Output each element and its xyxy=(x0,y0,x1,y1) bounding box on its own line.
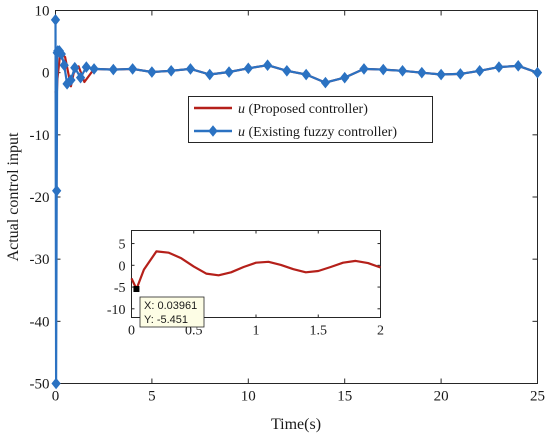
data-point-u-existing-fuzzy-controller xyxy=(166,65,176,77)
y-tick-label: -40 xyxy=(30,314,50,330)
data-point-u-existing-fuzzy-controller xyxy=(147,66,157,78)
x-tick-label: 10 xyxy=(241,389,256,405)
data-point-u-existing-fuzzy-controller xyxy=(56,48,66,60)
y-tick-label: 0 xyxy=(119,259,126,274)
x-tick-label: 1.5 xyxy=(310,324,328,339)
data-point-u-existing-fuzzy-controller xyxy=(50,14,61,26)
data-point-u-existing-fuzzy-controller xyxy=(397,65,408,77)
data-point-u-existing-fuzzy-controller xyxy=(320,76,331,89)
inset-series-group xyxy=(130,250,381,291)
data-point-u-existing-fuzzy-controller xyxy=(127,63,138,75)
data-point-u-existing-fuzzy-controller xyxy=(70,61,80,74)
data-point-u-existing-fuzzy-controller xyxy=(475,65,485,77)
data-point-u-existing-fuzzy-controller xyxy=(340,71,350,84)
y-tick-label: -20 xyxy=(30,190,50,206)
main-series-group xyxy=(50,14,543,390)
data-point-u-existing-fuzzy-controller xyxy=(282,65,292,77)
y-tick-label: 5 xyxy=(119,238,126,253)
x-tick-label: 1 xyxy=(253,324,260,339)
data-point-u-existing-fuzzy-controller xyxy=(75,71,86,84)
legend-marker-fuzzy xyxy=(208,125,218,137)
x-tick-label: 0 xyxy=(128,324,135,339)
legend-entry-proposed: u (Proposed controller) xyxy=(238,102,368,117)
y-tick-label: -50 xyxy=(30,377,50,393)
data-point-u-existing-fuzzy-controller xyxy=(417,66,427,79)
data-point-u-existing-fuzzy-controller xyxy=(224,66,234,78)
legend: u (Proposed controller) u (Existing fuzz… xyxy=(188,96,433,143)
data-point-u-existing-fuzzy-controller xyxy=(59,59,69,72)
data-point-u-existing-fuzzy-controller xyxy=(243,62,253,75)
data-tip[interactable]: X: 0.03961 Y: -5.451 xyxy=(133,286,205,328)
x-tick-label: 0 xyxy=(52,389,60,405)
data-tip-box xyxy=(139,296,205,328)
data-tip-y: Y: -5.451 xyxy=(144,314,188,326)
series-line-series xyxy=(130,250,381,291)
data-point-u-existing-fuzzy-controller xyxy=(378,63,388,76)
y-tick-label: 0 xyxy=(42,66,50,82)
data-point-u-existing-fuzzy-controller xyxy=(359,63,369,75)
x-tick-label: 15 xyxy=(337,389,352,405)
x-tick-label: 2 xyxy=(377,324,384,339)
y-tick-label: -30 xyxy=(30,252,50,268)
data-point-u-existing-fuzzy-controller xyxy=(455,68,466,80)
data-point-u-existing-fuzzy-controller xyxy=(494,61,504,73)
data-tip-point[interactable] xyxy=(133,286,140,293)
data-point-u-existing-fuzzy-controller xyxy=(66,74,76,86)
data-point-u-existing-fuzzy-controller xyxy=(108,63,118,76)
y-axis-title: Actual control input xyxy=(5,132,22,261)
x-tick-label: 20 xyxy=(434,389,449,405)
data-point-u-existing-fuzzy-controller xyxy=(51,377,61,390)
y-tick-label: -10 xyxy=(30,128,50,144)
data-point-u-existing-fuzzy-controller xyxy=(89,63,99,75)
x-tick-label: 5 xyxy=(148,389,156,405)
y-tick-label: -10 xyxy=(107,303,126,318)
data-point-u-existing-fuzzy-controller xyxy=(52,184,62,197)
data-point-u-existing-fuzzy-controller xyxy=(532,66,543,79)
x-axis-title: Time(s) xyxy=(271,416,321,433)
x-tick-label: 25 xyxy=(530,389,545,405)
data-point-u-existing-fuzzy-controller xyxy=(205,68,215,81)
data-point-u-existing-fuzzy-controller xyxy=(262,59,273,72)
y-tick-label: -5 xyxy=(114,281,126,296)
y-tick-label: 10 xyxy=(35,4,50,20)
legend-entry-fuzzy: u (Existing fuzzy controller) xyxy=(238,125,397,140)
data-point-u-existing-fuzzy-controller xyxy=(513,60,523,72)
data-point-u-existing-fuzzy-controller xyxy=(185,63,196,75)
data-tip-x: X: 0.03961 xyxy=(144,300,197,312)
data-point-u-existing-fuzzy-controller xyxy=(436,68,446,81)
data-point-u-existing-fuzzy-controller xyxy=(81,61,91,73)
data-point-u-existing-fuzzy-controller xyxy=(301,68,311,81)
legend-box xyxy=(188,96,433,143)
inset-axes: 0 0.5 1 1.5 2 -10-505 X: 0.03961 Y: -5.451 xyxy=(107,230,384,339)
